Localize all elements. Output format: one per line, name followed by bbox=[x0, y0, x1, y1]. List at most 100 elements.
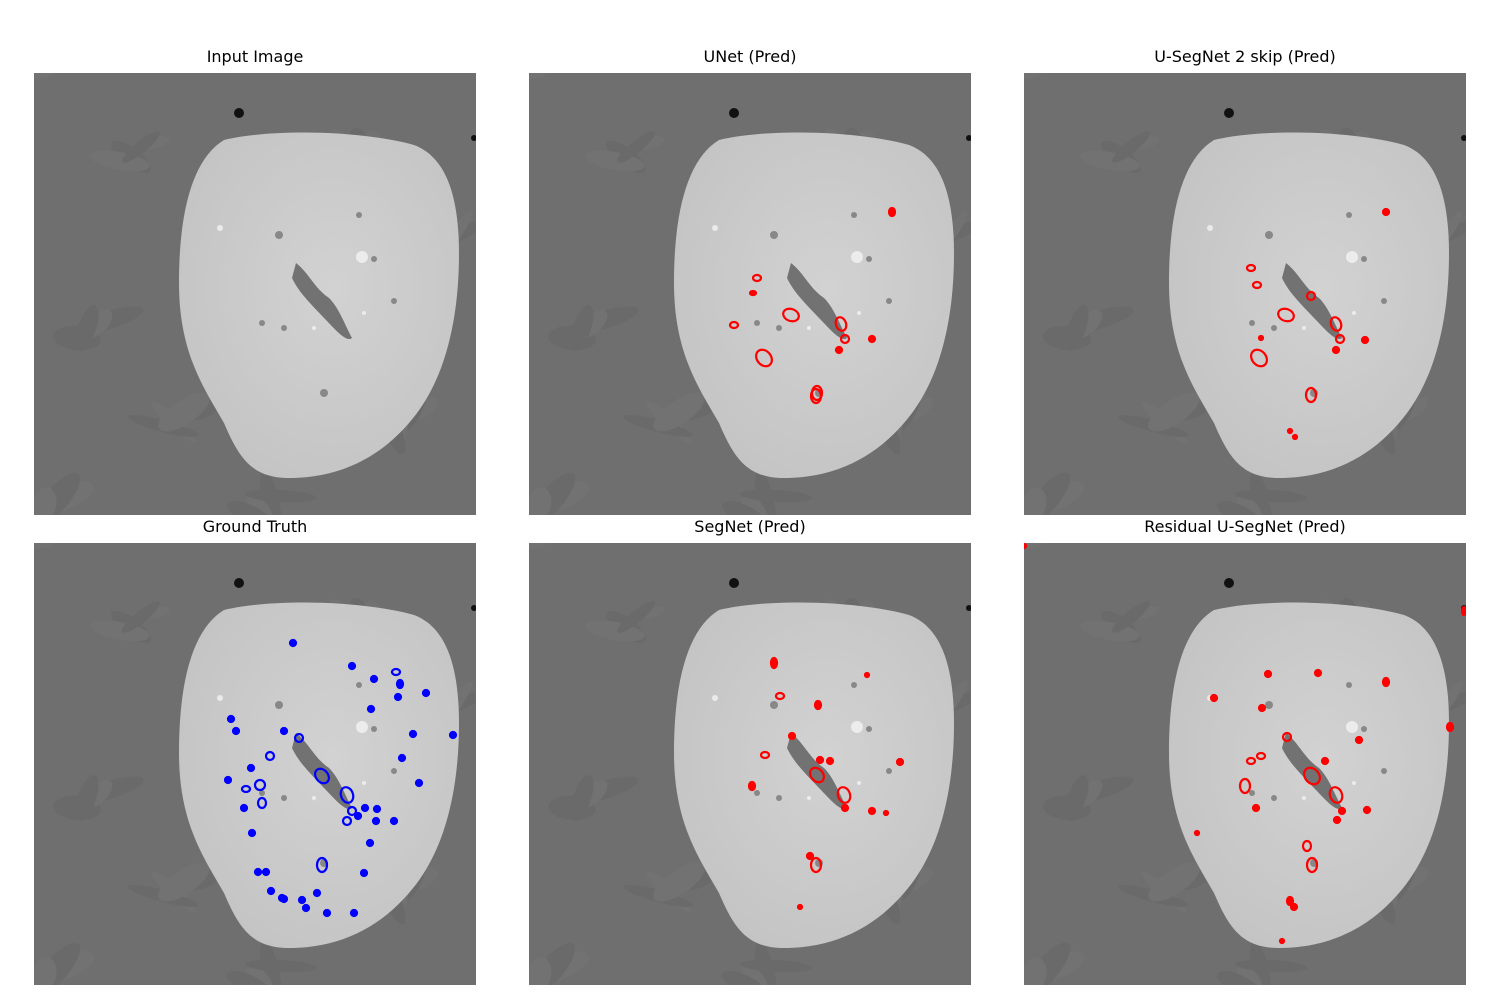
prediction-contour bbox=[805, 851, 815, 861]
bright-spot bbox=[857, 311, 861, 315]
dark-spot bbox=[234, 108, 244, 118]
ground-truth-contour bbox=[353, 811, 363, 821]
ground-truth-contour bbox=[240, 784, 252, 794]
bright-spot bbox=[1352, 311, 1356, 315]
ground-truth-contour bbox=[346, 805, 358, 817]
panel-segnet-pred: SegNet (Pred) bbox=[529, 517, 971, 985]
prediction-contour bbox=[1263, 669, 1273, 679]
prediction-contours bbox=[1245, 207, 1391, 441]
prediction-contour bbox=[751, 273, 763, 283]
prediction-contour bbox=[1305, 290, 1317, 302]
bright-spot bbox=[712, 695, 718, 701]
ground-truth-contour bbox=[264, 750, 276, 762]
prediction-contour bbox=[728, 320, 740, 330]
prediction-contour bbox=[840, 803, 850, 813]
prediction-contour bbox=[1277, 307, 1295, 323]
prediction-contour bbox=[1332, 815, 1342, 825]
ground-truth-contour bbox=[369, 674, 379, 684]
panel-title: Input Image bbox=[206, 47, 304, 66]
ground-truth-contour bbox=[261, 867, 271, 877]
bright-spot bbox=[1352, 781, 1356, 785]
dark-lesion bbox=[1361, 256, 1367, 262]
dark-lesion bbox=[886, 298, 892, 304]
ground-truth-contour bbox=[297, 895, 307, 905]
prediction-contour bbox=[1193, 829, 1201, 837]
dark-spot bbox=[966, 135, 971, 141]
prediction-contour bbox=[1304, 386, 1318, 404]
prediction-contour bbox=[1024, 543, 1028, 550]
panel-title: U-SegNet 2 skip (Pred) bbox=[1154, 47, 1336, 66]
bright-spot bbox=[851, 721, 863, 733]
dark-lesion bbox=[259, 320, 265, 326]
ground-truth-contour bbox=[408, 729, 418, 739]
ground-truth-contour bbox=[360, 803, 370, 813]
ground-truth-contour bbox=[247, 828, 257, 838]
dark-spot bbox=[729, 108, 739, 118]
dark-lesion bbox=[1271, 325, 1277, 331]
dark-lesion bbox=[754, 320, 760, 326]
ground-truth-contour bbox=[256, 796, 268, 810]
prediction-contour bbox=[834, 345, 844, 355]
prediction-contour bbox=[1354, 735, 1364, 745]
ground-truth-contour bbox=[421, 688, 431, 698]
prediction-contour bbox=[748, 289, 758, 297]
prediction-contour bbox=[769, 656, 779, 670]
bright-spot bbox=[356, 721, 368, 733]
dark-lesion bbox=[1249, 790, 1255, 796]
bright-spot bbox=[1207, 225, 1213, 231]
prediction-contour bbox=[1245, 756, 1257, 766]
panel-title: Residual U-SegNet (Pred) bbox=[1144, 517, 1346, 536]
ground-truth-contour bbox=[231, 726, 241, 736]
panel-title: UNet (Pred) bbox=[703, 47, 797, 66]
dark-lesion bbox=[356, 212, 362, 218]
prediction-contour bbox=[825, 756, 835, 766]
central-vessel bbox=[292, 733, 352, 809]
prediction-contour bbox=[1289, 902, 1299, 912]
central-vessel bbox=[787, 263, 847, 339]
ground-truth-contour bbox=[395, 678, 405, 690]
prediction-contour bbox=[836, 786, 852, 804]
dark-lesion bbox=[776, 325, 782, 331]
ground-truth-contour bbox=[365, 838, 375, 848]
prediction-contour bbox=[813, 699, 823, 711]
dark-spot bbox=[1224, 108, 1234, 118]
prediction-contour bbox=[1257, 703, 1267, 713]
prediction-contour bbox=[867, 334, 877, 344]
bright-spot bbox=[807, 326, 811, 330]
prediction-contour bbox=[782, 307, 800, 323]
prediction-contour bbox=[1303, 766, 1321, 786]
prediction-contour bbox=[1337, 806, 1347, 816]
ground-truth-contour bbox=[293, 732, 305, 744]
dark-spot bbox=[966, 605, 971, 611]
ground-truth-contour bbox=[288, 638, 298, 648]
central-vessel bbox=[787, 733, 847, 809]
ground-truth-contour bbox=[279, 726, 289, 736]
central-vessel bbox=[1282, 733, 1342, 809]
ct-image-input bbox=[34, 73, 476, 515]
dark-lesion bbox=[776, 795, 782, 801]
prediction-contour bbox=[834, 316, 848, 332]
prediction-contour bbox=[1281, 731, 1293, 743]
ground-truth-contour bbox=[372, 804, 382, 814]
bright-spot bbox=[1302, 796, 1306, 800]
prediction-contour bbox=[1445, 721, 1455, 733]
prediction-contour bbox=[759, 750, 771, 760]
dark-lesion bbox=[1346, 212, 1352, 218]
dark-lesion bbox=[371, 256, 377, 262]
bright-spot bbox=[712, 225, 718, 231]
prediction-contour bbox=[1381, 676, 1391, 688]
dark-lesion bbox=[1361, 726, 1367, 732]
ct-image-unet bbox=[529, 73, 971, 515]
ground-truth-contour bbox=[393, 692, 403, 702]
bright-spot bbox=[1346, 721, 1358, 733]
ground-truth-contour bbox=[390, 667, 402, 677]
dark-lesion bbox=[371, 726, 377, 732]
prediction-contours bbox=[728, 206, 897, 405]
bright-spot bbox=[857, 781, 861, 785]
prediction-contour bbox=[1305, 856, 1319, 874]
dark-lesion bbox=[1249, 320, 1255, 326]
ground-truth-contour bbox=[322, 908, 332, 918]
dark-lesion bbox=[259, 790, 265, 796]
panel-unet-pred: UNet (Pred) bbox=[529, 47, 971, 515]
bright-spot bbox=[1302, 326, 1306, 330]
